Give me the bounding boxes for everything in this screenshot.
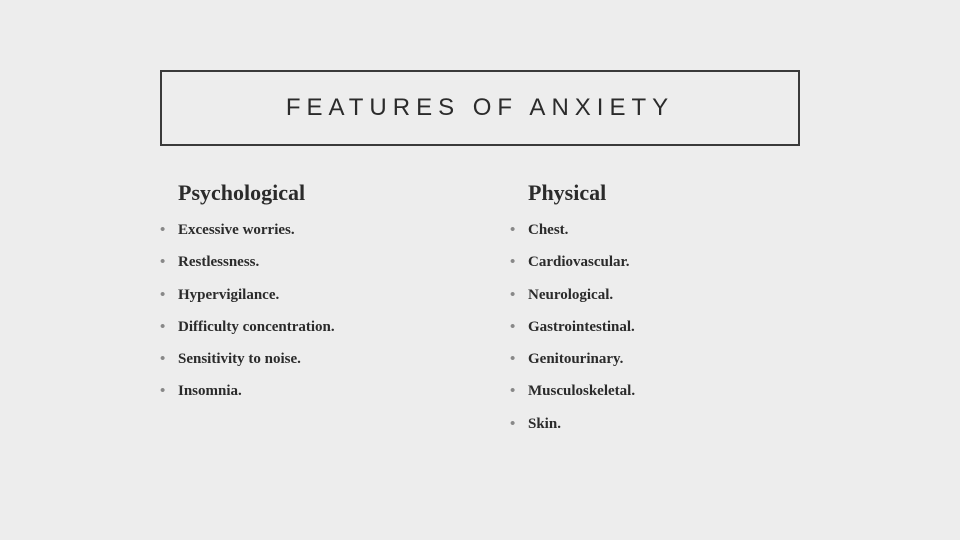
list-item: Excessive worries. xyxy=(160,220,450,240)
list-item: Skin. xyxy=(510,414,800,434)
slide-title: FEATURES OF ANXIETY xyxy=(172,94,788,122)
list-item: Sensitivity to noise. xyxy=(160,349,450,369)
list-item: Insomnia. xyxy=(160,381,450,401)
list-item: Musculoskeletal. xyxy=(510,381,800,401)
list-item: Genitourinary. xyxy=(510,349,800,369)
column-heading: Psychological xyxy=(160,180,450,206)
columns-container: Psychological Excessive worries. Restles… xyxy=(90,180,870,446)
list-item: Restlessness. xyxy=(160,252,450,272)
title-box: FEATURES OF ANXIETY xyxy=(160,70,800,146)
column-heading: Physical xyxy=(510,180,800,206)
list-physical: Chest. Cardiovascular. Neurological. Gas… xyxy=(510,220,800,434)
list-item: Cardiovascular. xyxy=(510,252,800,272)
list-item: Difficulty concentration. xyxy=(160,317,450,337)
list-item: Neurological. xyxy=(510,285,800,305)
list-item: Gastrointestinal. xyxy=(510,317,800,337)
column-psychological: Psychological Excessive worries. Restles… xyxy=(160,180,450,446)
column-physical: Physical Chest. Cardiovascular. Neurolog… xyxy=(510,180,800,446)
list-item: Hypervigilance. xyxy=(160,285,450,305)
list-item: Chest. xyxy=(510,220,800,240)
list-psychological: Excessive worries. Restlessness. Hypervi… xyxy=(160,220,450,402)
